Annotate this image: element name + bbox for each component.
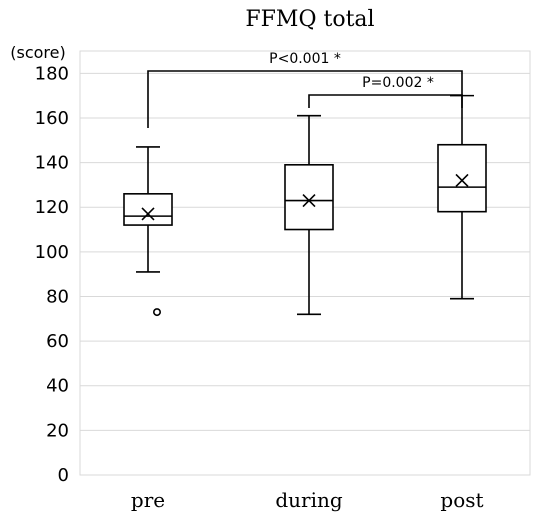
y-tick-label: 40 [46, 376, 69, 397]
plot-area: 0 20 40 60 80 100 120 140 160 180 pre during post P<0… [35, 50, 531, 512]
mean-marker [455, 173, 469, 187]
y-axis-unit-label: (score) [10, 43, 65, 62]
outlier-point [153, 308, 162, 317]
box-post [437, 143, 487, 213]
box-pre [123, 193, 173, 226]
x-tick-label-during: during [275, 488, 343, 512]
y-tick-label: 100 [35, 242, 69, 263]
y-tick-label: 20 [46, 420, 69, 441]
y-tick-label: 160 [35, 108, 69, 129]
x-tick-label-pre: pre [131, 488, 165, 512]
significance-bracket [147, 70, 463, 128]
box-during [284, 164, 334, 231]
y-tick-label: 0 [58, 465, 69, 486]
mean-marker [141, 207, 155, 221]
mean-marker [302, 193, 316, 208]
y-tick-label: 140 [35, 153, 69, 174]
y-tick-label: 60 [46, 331, 69, 352]
significance-label: P<0.001 * [269, 51, 341, 67]
y-tick-label: 120 [35, 197, 69, 218]
chart-title: FFMQ total [245, 7, 374, 32]
x-tick-label-post: post [440, 488, 483, 512]
y-tick-label: 80 [46, 286, 69, 307]
y-tick-label: 180 [35, 63, 69, 84]
significance-bracket [308, 94, 463, 108]
significance-label: P=0.002 * [362, 75, 434, 91]
